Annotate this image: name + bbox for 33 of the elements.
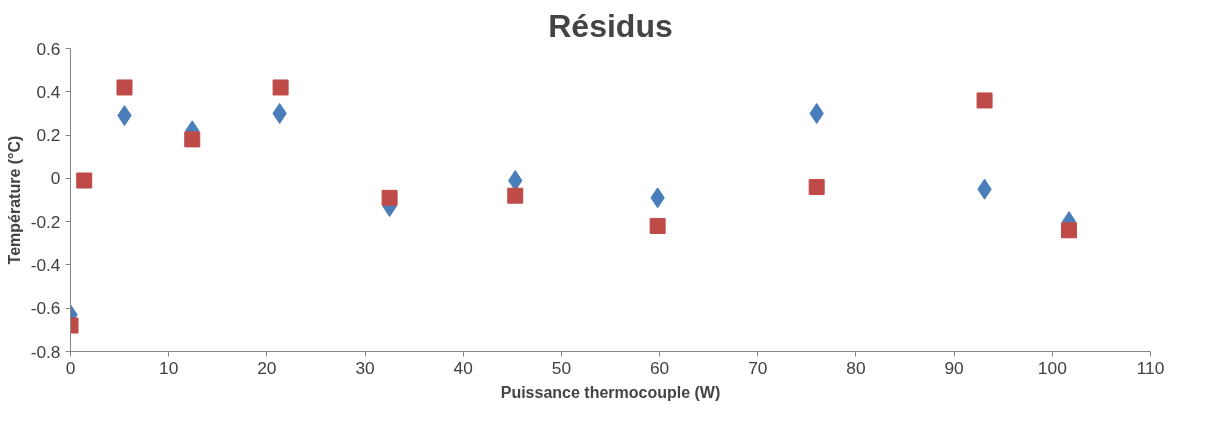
x-tick-label: 80 [846, 357, 866, 378]
point [116, 79, 133, 96]
y-tick-label: 0.2 [36, 125, 61, 146]
point [381, 189, 398, 206]
y-tick-label: 0.4 [36, 81, 61, 102]
y-tick-label: -0.2 [30, 211, 61, 232]
x-tick-label: 40 [453, 357, 473, 378]
x-tick-label: 100 [1037, 357, 1067, 378]
point [272, 79, 289, 96]
x-tick-label: 90 [944, 357, 964, 378]
point [649, 217, 666, 234]
x-tick-label: 20 [257, 357, 277, 378]
point [76, 172, 93, 189]
y-axis-title: Température (°C) [5, 135, 23, 265]
x-axis-title: Puissance thermocouple (W) [500, 383, 721, 401]
x-tick-label: 60 [649, 357, 670, 378]
y-tick-label: -0.6 [30, 298, 61, 319]
point [507, 187, 524, 204]
y-tick-label: 0.6 [36, 38, 61, 59]
point [1061, 222, 1078, 239]
point [184, 131, 201, 148]
y-tick-label: 0 [50, 168, 61, 189]
x-tick-label: 70 [748, 357, 768, 378]
y-tick-label: -0.8 [30, 341, 61, 362]
chart-title: Résidus [548, 7, 673, 44]
x-tick-label: 0 [65, 357, 76, 378]
x-tick-label: 110 [1136, 357, 1165, 378]
point [808, 179, 825, 196]
x-tick-label: 10 [159, 357, 179, 378]
x-tick-label: 50 [551, 357, 572, 378]
y-tick-label: -0.4 [30, 254, 61, 275]
x-tick-label: 30 [355, 357, 375, 378]
point [976, 92, 993, 109]
